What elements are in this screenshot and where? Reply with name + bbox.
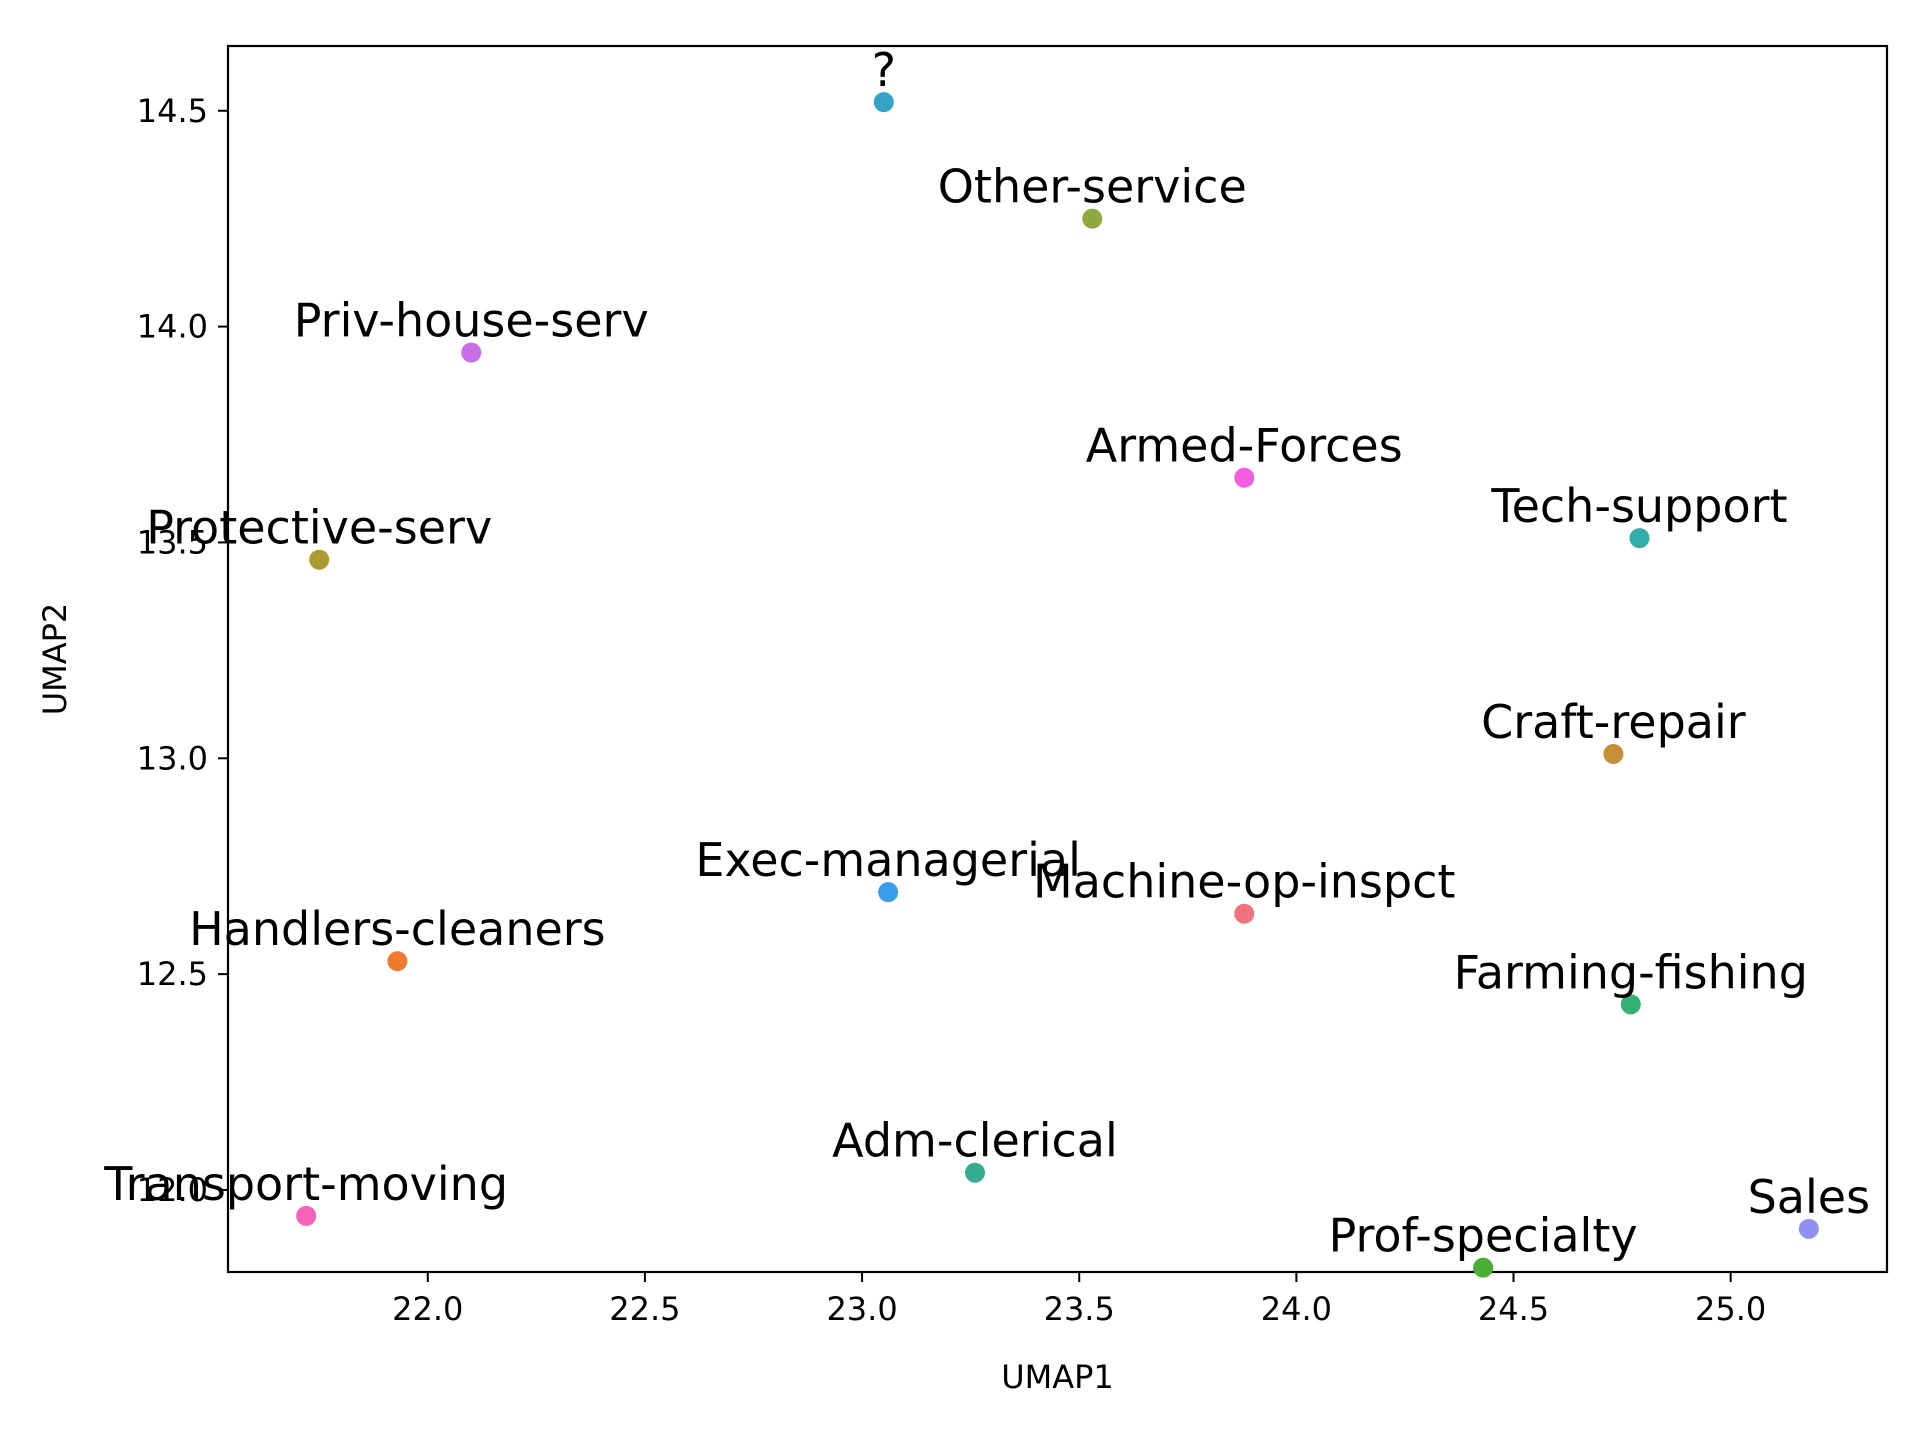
point-label: Machine-op-inspct — [1033, 855, 1455, 909]
x-tick-label: 22.0 — [392, 1290, 463, 1328]
point-label: Tech-support — [1490, 479, 1787, 533]
x-axis-ticks: 22.0 22.5 23.0 23.5 24.0 24.5 25.0 — [392, 1272, 1766, 1328]
y-axis-ticks: 12.0 12.5 13.0 13.5 14.0 14.5 — [137, 92, 228, 1209]
point-label: Other-service — [938, 160, 1247, 214]
y-tick-label: 12.0 — [137, 1171, 208, 1209]
point-label: Armed-Forces — [1086, 419, 1403, 473]
y-axis-title: UMAP2 — [36, 603, 74, 716]
data-point — [964, 1162, 985, 1183]
point-label: Craft-repair — [1481, 695, 1746, 749]
x-tick-label: 25.0 — [1695, 1290, 1766, 1328]
x-axis-title: UMAP1 — [1001, 1358, 1114, 1396]
plot-area-border — [226, 44, 1889, 1274]
x-tick-label: 24.5 — [1478, 1290, 1549, 1328]
data-point — [461, 342, 482, 363]
data-point — [1620, 994, 1641, 1015]
data-point — [1603, 743, 1624, 764]
data-point — [873, 92, 894, 113]
data-points — [296, 92, 1819, 1278]
point-label: Sales — [1748, 1170, 1870, 1224]
y-tick-label: 12.5 — [137, 955, 208, 993]
y-tick-label: 13.0 — [137, 739, 208, 777]
point-label: Handlers-cleaners — [189, 902, 606, 956]
data-point — [387, 951, 408, 972]
y-tick-label: 13.5 — [137, 523, 208, 561]
x-tick-label: 24.0 — [1261, 1290, 1332, 1328]
x-tick-label: 22.5 — [609, 1290, 680, 1328]
point-label: ? — [872, 43, 896, 97]
data-point — [1234, 903, 1255, 924]
point-label: Protective-serv — [146, 501, 492, 555]
point-label: Prof-specialty — [1329, 1209, 1638, 1263]
data-point — [309, 549, 330, 570]
point-label: Transport-moving — [103, 1157, 508, 1211]
point-label: Farming-fishing — [1454, 945, 1808, 999]
y-tick-label: 14.0 — [137, 308, 208, 346]
x-tick-label: 23.5 — [1044, 1290, 1115, 1328]
data-point — [1473, 1257, 1494, 1278]
data-point — [1798, 1218, 1819, 1239]
data-point — [1234, 467, 1255, 488]
data-point — [878, 882, 899, 903]
point-label: Priv-house-serv — [294, 294, 649, 348]
point-label: Adm-clerical — [832, 1114, 1118, 1168]
x-tick-label: 23.0 — [826, 1290, 897, 1328]
data-point — [1629, 528, 1650, 549]
point-labels: ? Other-service Priv-house-serv Armed-Force… — [103, 43, 1870, 1263]
point-label: Exec-managerial — [695, 833, 1081, 887]
data-point — [296, 1205, 317, 1226]
data-point — [1082, 208, 1103, 229]
y-tick-label: 14.5 — [137, 92, 208, 130]
plot-frame — [226, 44, 1889, 1274]
